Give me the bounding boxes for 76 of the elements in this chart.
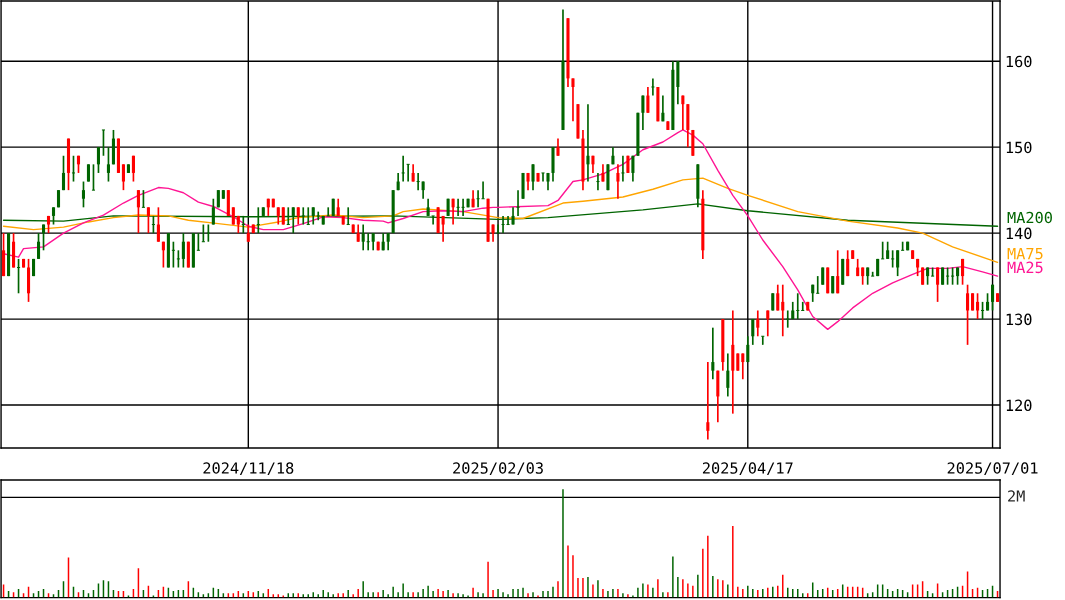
candlestick [101, 129, 106, 157]
candlestick [761, 335, 765, 346]
candlestick [361, 223, 365, 252]
candlestick [990, 283, 995, 312]
candlestick [131, 154, 135, 183]
candlestick [801, 301, 805, 312]
candlestick [621, 154, 625, 183]
candlestick [531, 163, 535, 191]
candlestick [706, 361, 710, 441]
candlestick [316, 210, 320, 222]
candlestick [796, 292, 800, 320]
candlestick [756, 309, 760, 338]
candlestick [416, 172, 420, 191]
candlestick [631, 154, 635, 183]
x-tick-label: 2025/04/17 [702, 462, 793, 476]
y-tick-label: 120 [1006, 399, 1032, 412]
y-tick-label: 130 [1006, 313, 1032, 326]
candlestick [751, 318, 755, 346]
ref-line-label: 2M [1008, 490, 1025, 502]
candlestick [516, 189, 520, 217]
candlestick [896, 249, 900, 277]
candlestick [836, 249, 840, 295]
candlestick [936, 266, 940, 303]
candlestick [481, 180, 485, 200]
candlestick [496, 223, 500, 234]
candlestick [596, 172, 600, 191]
x-tick-label: 2025/02/03 [453, 462, 543, 476]
candlestick [441, 215, 445, 243]
candlestick [651, 77, 655, 97]
candlestick [71, 154, 76, 183]
candlestick [146, 206, 150, 234]
candlestick [571, 77, 575, 123]
candlestick [81, 180, 86, 209]
candlestick [406, 163, 410, 183]
candlestick [91, 163, 96, 191]
candlestick [726, 352, 730, 398]
candlestick [746, 335, 750, 363]
candlestick [711, 326, 715, 381]
candlestick [476, 189, 480, 209]
candlestick [816, 275, 820, 295]
candlestick [641, 94, 645, 131]
x-tick-label: 2025/07/01 [947, 462, 1038, 476]
candlestick [156, 206, 160, 243]
candlestick [171, 240, 175, 269]
candlestick [586, 103, 590, 183]
candlestick [541, 172, 545, 183]
candlestick [961, 258, 965, 286]
candlestick [966, 283, 970, 346]
line-series [2, 177, 999, 264]
candlestick [181, 232, 185, 269]
candlestick [326, 206, 330, 217]
y-tick-label: 150 [1006, 141, 1032, 154]
x-tick-label: 2024/11/18 [203, 462, 294, 476]
candlestick [61, 154, 66, 191]
candlestick [616, 163, 620, 200]
candlestick [776, 283, 780, 312]
candlestick [366, 232, 370, 252]
series-label: MA75 [1007, 248, 1043, 260]
candlestick [136, 189, 140, 234]
line-series [2, 129, 999, 331]
candlestick [121, 163, 125, 191]
y-tick-label: 140 [1006, 227, 1032, 240]
candlestick [36, 232, 41, 260]
series-label: MA200 [1007, 211, 1052, 224]
candlestick [786, 309, 790, 329]
candlestick [766, 309, 770, 338]
candlestick [17, 258, 21, 295]
candlestick [846, 249, 850, 277]
series-label: MA25 [1007, 261, 1043, 274]
candlestick [741, 352, 745, 381]
candlestick [96, 146, 101, 174]
candlestick [646, 86, 650, 114]
candlestick [306, 206, 310, 226]
candlestick [401, 154, 405, 183]
candlestick [106, 146, 110, 183]
y-tick-label: 160 [1006, 55, 1032, 68]
